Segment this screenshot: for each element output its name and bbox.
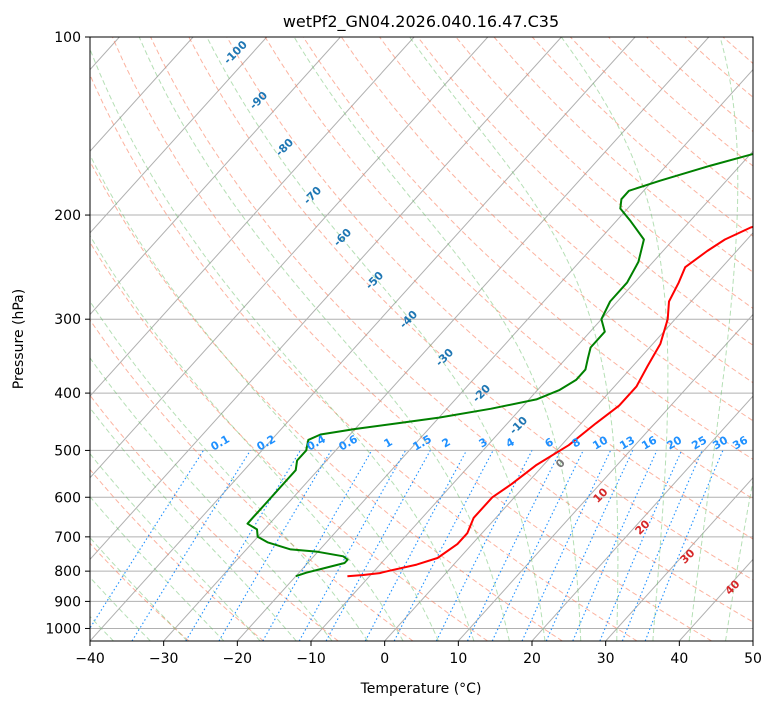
moist-adiabat — [90, 576, 151, 641]
x-tick-label: 20 — [523, 651, 541, 667]
dry-adiabat — [761, 37, 775, 641]
y-tick-label: 100 — [54, 30, 81, 46]
moist-adiabat — [90, 495, 225, 641]
isotherm-gridline — [752, 640, 753, 641]
dry-adiabat — [455, 37, 753, 310]
mixing-ratio-line — [572, 450, 658, 641]
mixing-ratio-line — [364, 450, 467, 641]
x-tick-label: −40 — [75, 651, 105, 667]
y-axis-label: Pressure (hPa) — [11, 289, 27, 389]
isotherm-gridline — [90, 37, 415, 397]
isotherm-gridline — [605, 477, 753, 641]
axes: −40 −30 −20 −10 0 10 20 30 40 50 100 200 300 400 500 60… — [45, 30, 762, 667]
thermo-background-lines — [90, 37, 775, 641]
moist-adiabat — [206, 37, 546, 641]
isotherm-gridline — [384, 232, 753, 641]
dewpoint-profile-line — [246, 152, 753, 578]
x-tick-label: 40 — [670, 651, 688, 667]
mixing-ratio-line — [545, 450, 634, 641]
chart-title: wetPf2_GN04.2026.040.16.47.C35 — [283, 12, 559, 32]
x-tick-label: 50 — [744, 651, 762, 667]
x-tick-label: −30 — [149, 651, 179, 667]
y-tick-label: 700 — [54, 530, 81, 546]
x-tick-label: 30 — [597, 651, 615, 667]
y-tick-label: 1000 — [45, 621, 81, 637]
dry-adiabat — [150, 37, 753, 623]
moist-adiabat — [90, 300, 369, 641]
mixing-ratio-line — [325, 450, 431, 641]
dry-adiabat — [340, 37, 753, 422]
moist-adiabat — [90, 47, 475, 641]
y-tick-label: 400 — [54, 386, 81, 402]
mixing-ratio-line — [435, 450, 533, 641]
dry-adiabat — [90, 241, 488, 641]
isotherm-gridline — [90, 37, 562, 561]
x-axis-label: Temperature (°C) — [360, 681, 482, 697]
moist-adiabat — [560, 37, 669, 641]
y-tick-label: 300 — [54, 312, 81, 328]
dry-adiabat — [302, 37, 753, 461]
moist-adiabat — [90, 536, 188, 641]
grid-lines — [90, 37, 753, 641]
plot-frame — [89, 36, 754, 642]
dry-adiabat — [188, 37, 753, 581]
mixing-ratio-line — [131, 450, 251, 641]
mixing-ratio-line — [599, 450, 683, 641]
dry-adiabat — [264, 37, 753, 500]
moist-adiabat — [90, 453, 261, 641]
y-tick-label: 800 — [54, 564, 81, 580]
dry-adiabat — [417, 37, 753, 346]
moist-adiabat — [409, 37, 619, 641]
x-tick-label: 10 — [449, 651, 467, 667]
dry-adiabat — [90, 468, 264, 641]
y-tick-label: 200 — [54, 208, 81, 224]
isotherm-gridline — [531, 395, 753, 641]
dry-adiabat — [90, 160, 563, 641]
dry-adiabat — [90, 73, 638, 641]
moist-adiabat — [688, 37, 739, 641]
temperature-profile-line — [347, 225, 753, 578]
isotherm-gridline — [236, 68, 753, 641]
profile-lines — [246, 152, 753, 578]
isotherm-gridline — [163, 37, 710, 641]
mixing-ratio-line — [90, 450, 204, 630]
isotherm-gridline — [90, 37, 489, 479]
x-tick-label: −10 — [296, 651, 326, 667]
plot-background — [90, 37, 753, 641]
isotherm-gridline — [457, 313, 753, 641]
moist-adiabat — [138, 37, 510, 641]
isotherm-gridline — [90, 37, 194, 152]
dry-adiabat — [111, 37, 712, 641]
x-tick-label: −20 — [223, 651, 253, 667]
mixing-ratio-line — [621, 450, 703, 641]
isotherm-gridline — [90, 37, 268, 234]
moist-adiabat — [762, 37, 775, 641]
isotherm-gridline — [90, 37, 341, 316]
y-tick-label: 600 — [54, 490, 81, 506]
moist-adiabat — [725, 478, 753, 641]
y-tick-label: 900 — [54, 594, 81, 610]
moist-adiabat — [90, 154, 439, 641]
x-tick-label: 0 — [380, 651, 389, 667]
isotherm-gridline — [90, 37, 636, 641]
moist-adiabat — [90, 407, 297, 641]
moist-adiabat — [90, 234, 404, 641]
moist-adiabat — [293, 37, 582, 641]
mixing-ratio-line — [644, 450, 724, 641]
y-tick-label: 500 — [54, 443, 81, 459]
dry-adiabat — [226, 37, 753, 540]
